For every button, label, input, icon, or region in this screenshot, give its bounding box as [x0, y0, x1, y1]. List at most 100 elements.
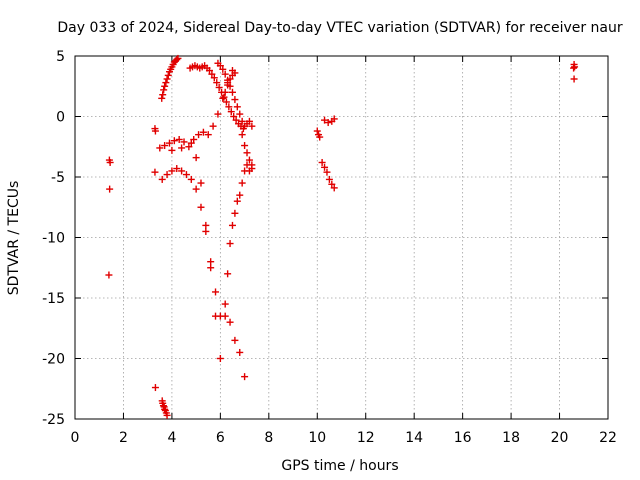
- data-point: [151, 127, 159, 135]
- data-point: [197, 203, 205, 211]
- data-point: [220, 93, 228, 101]
- data-point: [238, 117, 246, 125]
- data-point: [105, 271, 113, 279]
- data-point: [221, 88, 229, 96]
- x-tick-labels: 0 2 4 6 8 10 12 14 16 18 20 22: [71, 430, 617, 446]
- data-point: [174, 54, 182, 62]
- data-point: [324, 119, 332, 127]
- axis-ticks: [74, 55, 609, 420]
- data-point: [231, 96, 239, 104]
- data-point: [248, 161, 256, 169]
- data-point: [182, 171, 190, 179]
- y-axis-label: SDTVAR / TECUs: [6, 181, 22, 296]
- y-tick-label: -25: [42, 412, 65, 428]
- data-point: [243, 149, 251, 157]
- data-point: [170, 137, 178, 145]
- data-point: [236, 191, 244, 199]
- data-point: [164, 71, 172, 79]
- data-point: [325, 175, 333, 183]
- data-point: [192, 185, 200, 193]
- data-point: [197, 179, 205, 187]
- data-point: [175, 135, 183, 143]
- data-point: [159, 402, 167, 410]
- data-point: [160, 86, 168, 94]
- data-point: [156, 144, 164, 152]
- data-point: [222, 98, 230, 106]
- data-point: [228, 67, 236, 75]
- data-point: [219, 94, 227, 102]
- data-point: [195, 131, 203, 139]
- x-axis-label: GPS time / hours: [281, 458, 398, 474]
- data-point: [231, 336, 239, 344]
- data-point: [241, 142, 249, 150]
- data-point: [106, 158, 114, 166]
- data-point: [106, 185, 114, 193]
- data-point: [204, 131, 212, 139]
- data-point: [190, 135, 198, 143]
- x-tick-label: 14: [405, 430, 423, 446]
- data-point: [173, 56, 181, 64]
- data-point: [163, 411, 171, 419]
- data-point: [570, 75, 578, 83]
- y-tick-label: -5: [51, 170, 65, 186]
- data-point: [236, 348, 244, 356]
- x-tick-label: 4: [167, 430, 176, 446]
- data-point: [213, 79, 221, 87]
- y-tick-label: 0: [56, 110, 65, 126]
- x-tick-label: 6: [216, 430, 225, 446]
- data-point: [241, 373, 249, 381]
- data-point: [205, 67, 213, 75]
- data-point: [248, 122, 256, 130]
- data-point: [161, 405, 169, 413]
- data-point: [233, 197, 241, 205]
- data-point: [226, 318, 234, 326]
- data-point: [212, 312, 220, 320]
- y-tick-label: 5: [56, 49, 65, 65]
- data-point: [187, 139, 195, 147]
- data-point: [178, 144, 186, 152]
- data-point: [159, 91, 167, 99]
- x-tick-label: 20: [551, 430, 569, 446]
- grid: [75, 56, 608, 419]
- data-point: [180, 138, 188, 146]
- data-point: [161, 82, 169, 90]
- data-point: [216, 62, 224, 70]
- y-tick-labels: 5 0 -5 -10 -15 -20 -25: [42, 49, 65, 428]
- data-point: [151, 384, 159, 392]
- x-tick-label: 12: [357, 430, 375, 446]
- data-point: [323, 168, 331, 176]
- data-point: [230, 113, 238, 120]
- data-point: [571, 63, 579, 71]
- chart-title: Day 033 of 2024, Sidereal Day-to-day VTE…: [57, 20, 623, 36]
- data-point: [214, 110, 222, 118]
- data-point: [224, 270, 232, 278]
- data-point: [165, 139, 173, 147]
- data-point: [208, 70, 216, 78]
- data-point: [224, 79, 232, 87]
- data-point: [233, 103, 241, 111]
- data-point: [228, 88, 236, 96]
- data-point: [232, 116, 240, 124]
- data-point: [318, 158, 326, 166]
- data-point: [221, 300, 229, 308]
- data-point: [221, 312, 229, 320]
- data-point: [202, 221, 210, 229]
- data-point: [207, 258, 215, 266]
- data-point: [328, 180, 336, 188]
- data-point: [202, 227, 210, 235]
- data-point: [151, 168, 159, 176]
- data-point: [168, 146, 176, 154]
- x-tick-label: 10: [308, 430, 326, 446]
- data-point: [161, 142, 169, 150]
- data-point: [321, 163, 329, 171]
- data-point: [330, 184, 338, 192]
- data-point: [238, 179, 246, 187]
- data-point: [313, 127, 321, 135]
- x-tick-label: 18: [502, 430, 520, 446]
- data-point: [173, 165, 181, 173]
- data-point: [221, 70, 229, 78]
- data-point: [236, 110, 244, 118]
- data-point: [168, 167, 176, 175]
- data-point: [199, 128, 207, 136]
